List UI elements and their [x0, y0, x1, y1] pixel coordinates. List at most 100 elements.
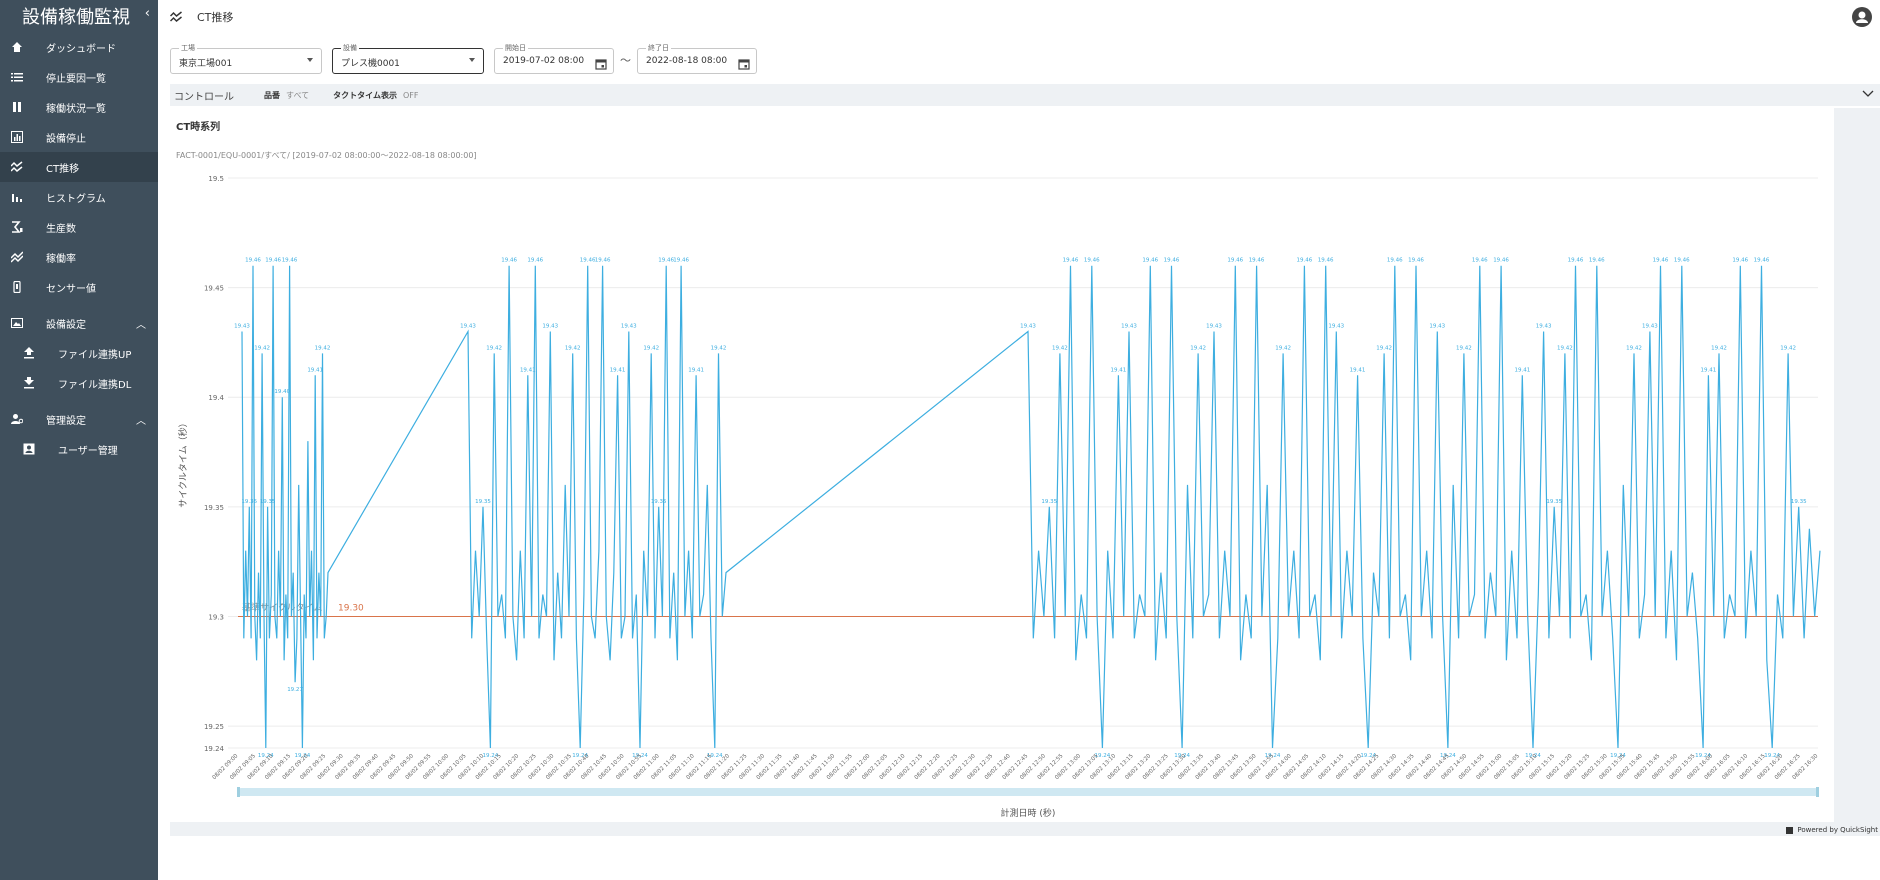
data-label: 19.35 — [475, 499, 491, 505]
data-label: 19.46 — [1063, 258, 1079, 264]
item-filter-value[interactable]: すべて — [286, 90, 310, 100]
sidebar-item-production-count[interactable]: 生産数 — [0, 212, 158, 242]
calendar-icon[interactable] — [738, 55, 750, 74]
data-label: 19.46 — [1674, 258, 1690, 264]
sidebar-item-label: ファイル連携UP — [58, 349, 132, 361]
chevron-down-icon[interactable] — [1862, 88, 1874, 101]
data-label: 19.46 — [245, 258, 261, 264]
data-label: 19.24 — [1360, 753, 1376, 759]
sidebar-item-file-upload[interactable]: ファイル連携UP — [0, 338, 158, 368]
start-date-input[interactable]: 開始日 2019-07-02 08:00 — [494, 43, 614, 74]
sidebar-item-label: 稼働率 — [46, 253, 76, 265]
data-label: 19.46 — [1318, 258, 1334, 264]
factory-select[interactable]: 工場 東京工場001 — [170, 43, 322, 74]
sidebar-group-equipment-settings[interactable]: 設備設定 ︿ — [0, 308, 158, 338]
sidebar-item-histogram[interactable]: ヒストグラム — [0, 182, 158, 212]
sidebar-item-ct-trend[interactable]: CT推移 — [0, 152, 158, 182]
y-tick-label: 19.45 — [204, 285, 224, 293]
data-label: 19.41 — [1701, 367, 1717, 373]
data-label: 19.24 — [1440, 753, 1456, 759]
calendar-icon[interactable] — [595, 55, 607, 74]
data-label: 19.41 — [688, 367, 704, 373]
data-label: 19.41 — [520, 367, 536, 373]
sidebar-item-operation-status[interactable]: 稼働状況一覧 — [0, 92, 158, 122]
reference-line-label: 基準サイクルタイム — [242, 601, 322, 613]
date-range-separator: 〜 — [620, 54, 631, 67]
sidebar-item-operation-rate[interactable]: 稼働率 — [0, 242, 158, 272]
data-label: 19.43 — [1536, 323, 1552, 329]
data-label: 19.42 — [254, 345, 270, 351]
trend-icon — [10, 160, 24, 174]
data-label: 19.46 — [1227, 258, 1243, 264]
data-label: 19.46 — [1164, 258, 1180, 264]
data-label: 19.43 — [1328, 323, 1344, 329]
sidebar-item-stop-reasons[interactable]: 停止要因一覧 — [0, 62, 158, 92]
dropdown-arrow-icon — [469, 58, 475, 62]
data-label: 19.35 — [241, 499, 257, 505]
data-label: 19.46 — [1084, 258, 1100, 264]
data-label: 19.24 — [1764, 753, 1780, 759]
sidebar-item-dashboard[interactable]: ダッシュボード — [0, 32, 158, 62]
trend-icon — [169, 8, 183, 27]
sidebar-item-label: 生産数 — [46, 223, 76, 235]
data-label: 19.24 — [1525, 753, 1541, 759]
sensor-icon — [10, 280, 24, 294]
data-label: 19.40 — [274, 389, 290, 395]
data-label: 19.43 — [1642, 323, 1658, 329]
sidebar-item-label: CT推移 — [46, 163, 80, 175]
sidebar-item-sensor-values[interactable]: センサー値 — [0, 272, 158, 302]
sidebar-item-label: ファイル連携DL — [58, 379, 132, 391]
data-label: 19.42 — [1711, 345, 1727, 351]
upload-icon — [22, 346, 36, 360]
sidebar-group-admin-settings[interactable]: 管理設定 ︿ — [0, 404, 158, 434]
brand-title: 設備稼働監視 — [22, 7, 130, 28]
y-tick-label: 19.3 — [208, 613, 224, 621]
data-label: 19.35 — [260, 499, 276, 505]
item-filter-key[interactable]: 品番 — [264, 90, 280, 100]
data-label: 19.24 — [1265, 753, 1281, 759]
data-label: 19.46 — [282, 258, 298, 264]
end-date-label: 終了日 — [646, 43, 671, 53]
sidebar-item-label: 設備停止 — [46, 133, 86, 145]
end-date-value: 2022-08-18 08:00 — [646, 56, 728, 66]
data-label: 19.41 — [1110, 367, 1126, 373]
sidebar-item-label: ヒストグラム — [46, 193, 106, 205]
data-label: 19.35 — [651, 499, 667, 505]
right-gutter — [1834, 108, 1880, 822]
equipment-select[interactable]: 設備 プレス機0001 — [332, 43, 484, 74]
pause-icon — [10, 100, 24, 114]
ct-line-chart[interactable]: 19.24 19.25 19.3 19.35 19.4 19.45 19.5 サイクルタイム（… — [170, 108, 1834, 818]
control-bar[interactable]: コントロール 品番 すべて タクトタイム表示 OFF — [170, 84, 1880, 106]
sidebar-item-file-download[interactable]: ファイル連携DL — [0, 368, 158, 398]
start-date-label: 開始日 — [503, 43, 528, 53]
data-label: 19.46 — [1589, 258, 1605, 264]
data-label: 19.46 — [1732, 258, 1748, 264]
rate-icon — [10, 250, 24, 264]
sidebar-group-label: 管理設定 — [46, 415, 86, 427]
data-label: 19.43 — [542, 323, 558, 329]
home-icon — [10, 40, 24, 54]
takt-toggle-key[interactable]: タクトタイム表示 — [333, 90, 397, 100]
end-date-input[interactable]: 終了日 2022-08-18 08:00 — [637, 43, 757, 74]
sidebar-item-label: 稼働状況一覧 — [46, 103, 106, 115]
collapse-sidebar-icon[interactable]: ‹ — [144, 6, 150, 21]
equipment-select-label: 設備 — [341, 43, 359, 53]
data-label: 19.24 — [1174, 753, 1190, 759]
account-avatar-icon[interactable] — [1852, 7, 1872, 27]
data-label: 19.42 — [1456, 345, 1472, 351]
powered-by: Powered by QuickSight — [1786, 826, 1878, 834]
data-label: 19.24 — [295, 753, 311, 759]
counter-icon — [10, 220, 24, 234]
data-label: 19.43 — [234, 323, 250, 329]
takt-toggle-value[interactable]: OFF — [402, 90, 419, 100]
equipment-select-value: プレス機0001 — [341, 59, 400, 69]
data-label: 19.42 — [1190, 345, 1206, 351]
data-label: 19.46 — [527, 258, 543, 264]
sidebar-item-user-management[interactable]: ユーザー管理 — [0, 434, 158, 464]
control-label: コントロール — [174, 91, 234, 103]
sidebar-item-equipment-stop[interactable]: 設備停止 — [0, 122, 158, 152]
data-label: 19.35 — [1546, 499, 1562, 505]
factory-select-value: 東京工場001 — [179, 59, 233, 69]
y-tick-label: 19.5 — [208, 175, 224, 183]
download-icon — [22, 376, 36, 390]
